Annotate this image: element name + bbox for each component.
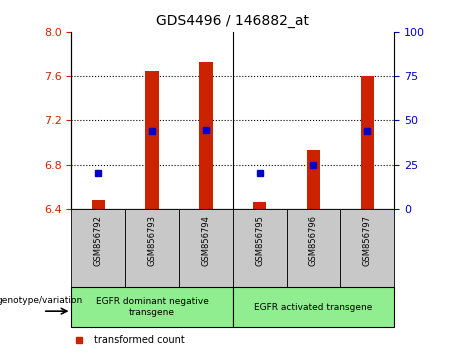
Text: GSM856797: GSM856797 <box>363 215 372 266</box>
Bar <box>71 287 233 327</box>
Text: GSM856793: GSM856793 <box>148 215 157 266</box>
Bar <box>125 209 179 287</box>
Bar <box>340 209 394 287</box>
Bar <box>361 76 374 209</box>
Bar <box>179 209 233 287</box>
Text: GSM856795: GSM856795 <box>255 215 264 266</box>
Text: EGFR activated transgene: EGFR activated transgene <box>254 303 372 312</box>
Bar <box>253 202 266 209</box>
Bar <box>199 62 213 209</box>
Bar <box>233 287 394 327</box>
Text: genotype/variation: genotype/variation <box>0 297 83 306</box>
Bar <box>233 209 287 287</box>
Text: GSM856794: GSM856794 <box>201 215 210 266</box>
Title: GDS4496 / 146882_at: GDS4496 / 146882_at <box>156 14 309 28</box>
Text: GSM856796: GSM856796 <box>309 215 318 266</box>
Text: EGFR dominant negative
transgene: EGFR dominant negative transgene <box>96 297 208 317</box>
Bar <box>92 200 105 209</box>
Bar <box>145 70 159 209</box>
Text: transformed count: transformed count <box>94 335 184 346</box>
Bar <box>71 209 125 287</box>
Text: GSM856792: GSM856792 <box>94 215 103 266</box>
Bar <box>287 209 340 287</box>
Bar <box>307 150 320 209</box>
